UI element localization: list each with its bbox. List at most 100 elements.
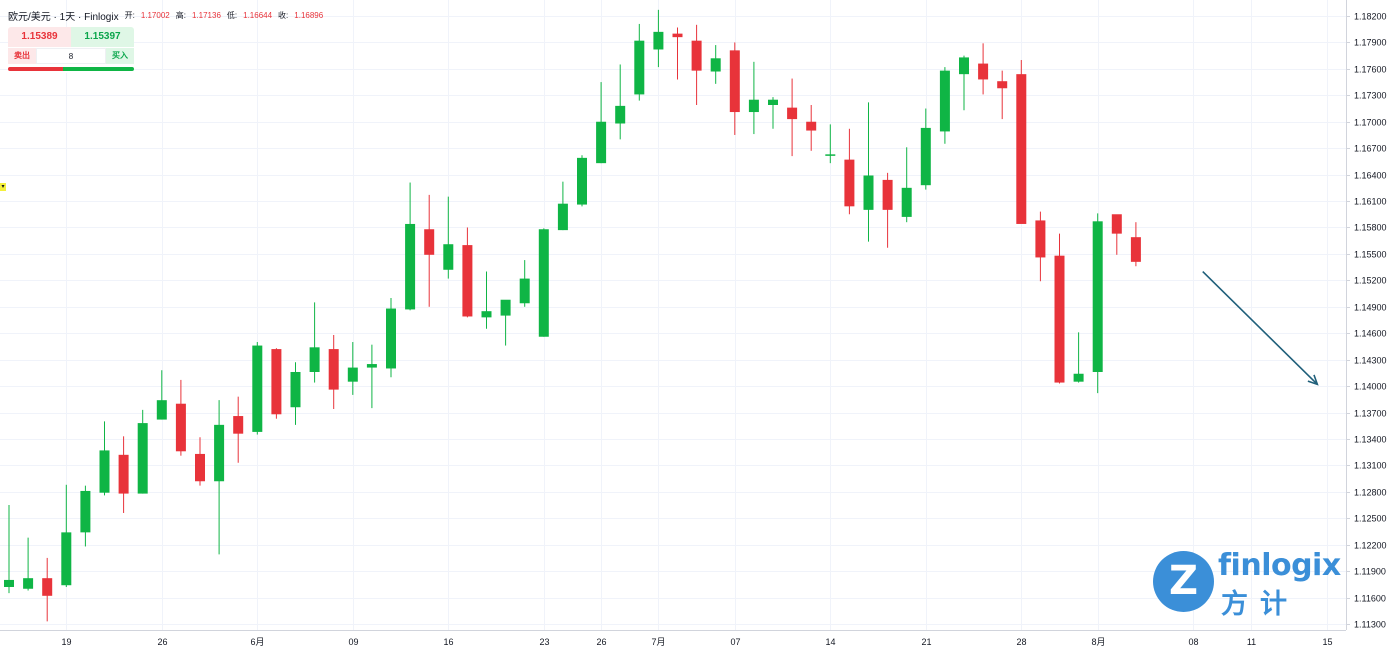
candle-body [4,579,14,587]
candle-up [405,182,416,311]
candle-up [137,409,148,494]
price-tick-label: 1.14000 [1354,382,1387,392]
price-tick-label: 1.11300 [1354,620,1386,630]
candle-up [538,228,549,337]
candle-body [615,105,626,124]
price-tick-label: 1.14600 [1354,329,1387,339]
candle-body [137,423,148,494]
date-tick-label: 21 [921,637,931,647]
price-tick-label: 1.13400 [1354,435,1387,445]
price-tick-label: 1.16100 [1354,197,1387,207]
candle-body [634,40,645,95]
candle-up [443,196,454,279]
candle-up [99,421,110,496]
candle-body [42,578,53,596]
candle-down [1111,214,1122,255]
candle-body [519,278,530,304]
price-tick-label: 1.13100 [1354,461,1387,471]
candle-body [443,244,454,270]
candle-body [214,424,225,482]
symbol-header: 欧元/美元 · 1天 · Finlogix 开: 1.17002 高: 1.1713… [8,8,323,23]
price-tick-label: 1.14300 [1354,356,1387,366]
candle-body [99,450,110,493]
sell-button[interactable]: 卖出 [8,48,36,64]
candle-up [386,297,396,378]
candle-up [252,342,263,435]
candle-up [748,61,759,135]
date-tick-label: 8月 [1091,637,1105,647]
candle-body [920,127,931,186]
date-tick-label: 26 [157,637,167,647]
price-tick-label: 1.17300 [1354,91,1387,101]
sell-price-button[interactable]: 1.15389 [8,27,71,47]
price-tick-label: 1.15800 [1354,223,1387,233]
candle-up [577,155,587,207]
candle-up [23,537,34,591]
candle-up [653,9,664,68]
candle-body [825,154,836,156]
price-tick-label: 1.18200 [1354,12,1387,22]
chart-grid [0,0,1347,631]
candle-body [1092,221,1103,372]
candle-body [290,371,301,408]
price-tick-label: 1.16700 [1354,144,1387,154]
candles-layer [4,9,1141,622]
candle-body [882,179,893,210]
candle-down [882,172,893,248]
collapse-marker-icon[interactable]: ▾ [0,183,6,191]
price-tick-label: 1.11900 [1354,567,1386,577]
candle-body [729,50,740,113]
candle-body [252,345,263,432]
candle-down [1054,233,1065,384]
candle-up [939,67,950,144]
candle-up [710,45,721,84]
candle-body [366,364,377,368]
trade-widget: 1.15389 1.15397 卖出 8 买入 [8,27,134,73]
buy-price-button[interactable]: 1.15397 [71,27,134,47]
price-tick-label: 1.17600 [1354,65,1387,75]
candle-up [596,82,607,164]
symbol-title[interactable]: 欧元/美元 · 1天 · Finlogix [8,12,119,23]
candle-body [997,81,1008,89]
date-tick-label: 16 [443,637,453,647]
candle-up [920,108,931,190]
low-value: 1.16644 [243,11,273,20]
candle-down [1130,222,1141,267]
date-tick-label: 7月 [651,637,665,647]
candle-body [748,99,759,113]
candle-body [653,31,664,50]
candle-body [768,99,778,105]
candle-body [233,416,244,434]
price-axis[interactable]: 1.18200 1.17900 1.17600 1.17300 1.17000 1.167… [1346,12,1387,630]
candle-down [424,194,435,307]
candle-up [1073,332,1084,383]
candle-up [80,485,91,547]
candle-body [901,187,912,217]
quantity-input[interactable]: 8 [36,48,106,64]
logo-text: finlogix [1218,548,1341,583]
trend-arrow[interactable] [1202,270,1319,386]
buy-ratio-bar [63,67,134,71]
candle-down [691,24,702,105]
candle-up [481,271,492,329]
date-axis[interactable]: 19 26 6月 09 16 23 26 7月 07 14 21 28 8月 08 11 15 [61,637,1332,647]
candle-body [844,159,855,207]
candle-body [309,347,320,372]
buy-button[interactable]: 买入 [106,48,134,64]
candle-body [1016,74,1027,224]
candle-down [997,70,1008,120]
candle-body [481,311,492,318]
price-tick-label: 1.12200 [1354,541,1387,551]
candle-body [577,157,587,205]
candle-body [386,308,396,369]
candle-down [462,227,473,318]
candle-down [233,396,244,463]
candle-up [4,505,14,594]
price-tick-label: 1.15500 [1354,250,1387,260]
candle-up [156,370,167,420]
candle-body [500,299,511,316]
price-tick-label: 1.17900 [1354,38,1387,48]
date-tick-label: 11 [1247,637,1256,647]
candle-up [634,23,645,101]
